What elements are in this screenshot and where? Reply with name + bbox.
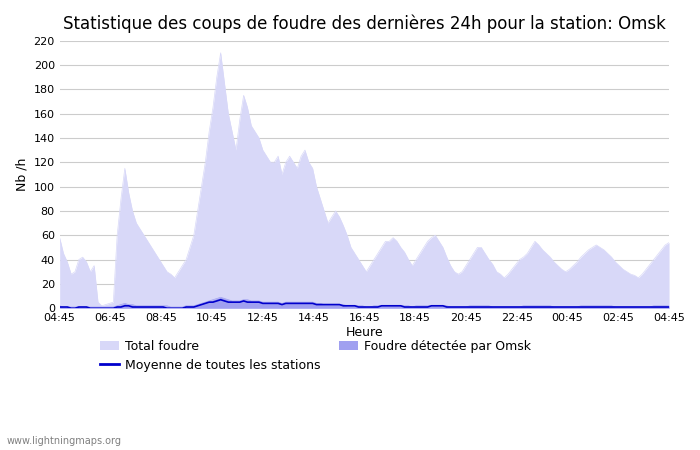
X-axis label: Heure: Heure: [346, 326, 383, 339]
Title: Statistique des coups de foudre des dernières 24h pour la station: Omsk: Statistique des coups de foudre des dern…: [63, 15, 666, 33]
Legend: Total foudre, Moyenne de toutes les stations, Foudre détectée par Omsk: Total foudre, Moyenne de toutes les stat…: [95, 335, 536, 377]
Text: www.lightningmaps.org: www.lightningmaps.org: [7, 436, 122, 446]
Y-axis label: Nb /h: Nb /h: [15, 158, 28, 191]
